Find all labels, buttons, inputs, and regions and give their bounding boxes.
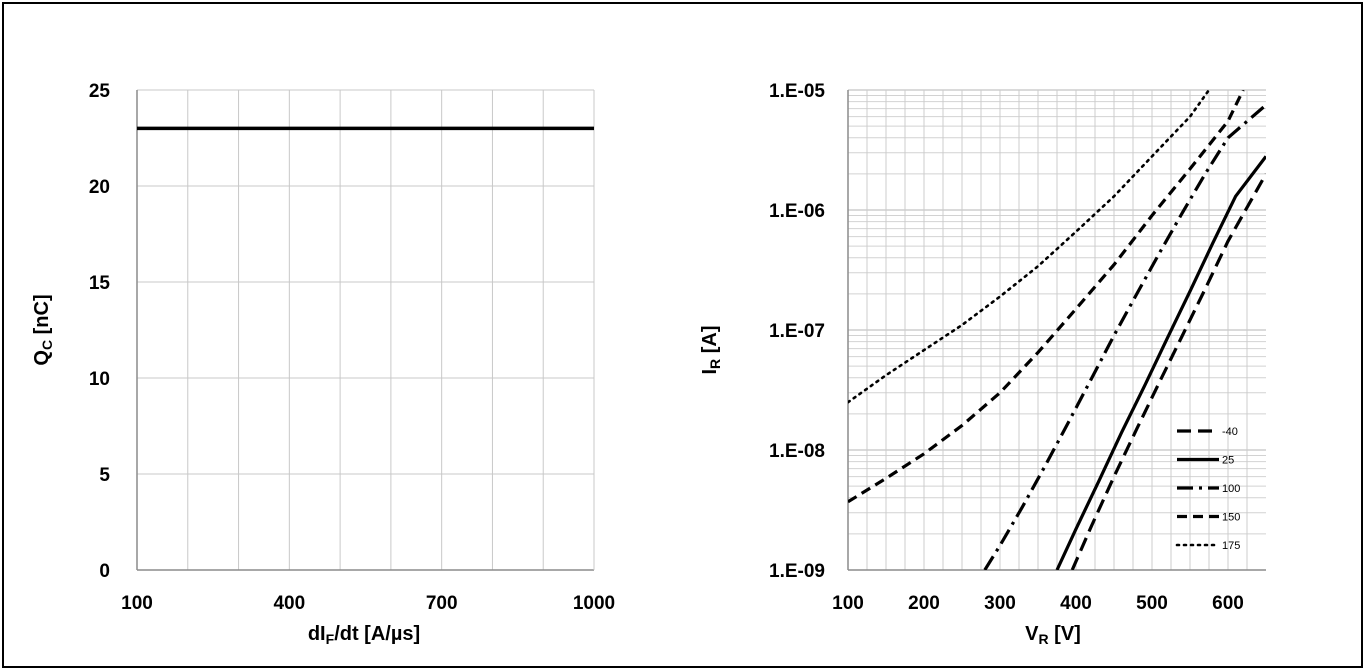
ir-y-tick-label: 1.E-08	[769, 441, 825, 462]
ir-legend-label: 100	[1222, 483, 1240, 495]
qc-x-tick-label: 1000	[573, 593, 615, 614]
ir-legend-label: 150	[1222, 512, 1240, 524]
ir-x-tick-label: 200	[908, 593, 940, 614]
qc-chart-grid	[137, 89, 594, 570]
ir-legend-label: -40	[1222, 426, 1238, 438]
ir-y-axis-label: IR [A]	[699, 325, 723, 374]
ir-chart-series	[848, 90, 1266, 570]
qc-y-tick-label: 5	[99, 465, 110, 486]
ir-series-line	[848, 90, 1245, 504]
ir-legend-label: 175	[1222, 540, 1240, 552]
qc-y-tick-label: 25	[89, 81, 111, 102]
qc-y-tick-label: 0	[99, 561, 110, 582]
ir-y-tick-label: 1.E-07	[769, 321, 825, 342]
ir-legend-label: 25	[1222, 455, 1234, 467]
qc-y-tick-label: 20	[89, 177, 110, 198]
ir-y-tick-label: 1.E-06	[769, 201, 825, 222]
ir-chart-grid	[848, 89, 1266, 570]
qc-y-axis-label: QC [nC]	[31, 294, 55, 365]
ir-x-axis-label: VR [V]	[1025, 623, 1081, 647]
ir-x-tick-label: 100	[832, 593, 864, 614]
ir-series-line	[848, 90, 1211, 404]
ir-series-line	[1055, 155, 1266, 570]
ir-chart-legend: -40 25 100 150 175	[1175, 426, 1240, 552]
qc-x-axis-label: dIF/dt [A/µs]	[308, 623, 420, 647]
qc-chart-plot-area	[136, 90, 595, 571]
ir-x-tick-label: 500	[1136, 593, 1168, 614]
ir-x-tick-label: 400	[1060, 593, 1092, 614]
qc-chart-ticks: 100 400 700 1000 0 5 10 15 20 25	[89, 81, 615, 614]
qc-y-tick-label: 15	[89, 273, 111, 294]
qc-y-tick-label: 10	[89, 369, 110, 390]
ir-series-line	[983, 103, 1266, 570]
ir-series-line	[1070, 173, 1266, 570]
ir-x-tick-label: 300	[984, 593, 1016, 614]
qc-x-tick-label: 700	[426, 593, 458, 614]
qc-x-tick-label: 400	[273, 593, 305, 614]
ir-x-tick-label: 600	[1212, 593, 1244, 614]
ir-chart-ticks: 100 200 300 400 500 600 1.E-09 1.E-08 1.E-07 1.E-…	[769, 81, 1244, 614]
qc-x-tick-label: 100	[121, 593, 153, 614]
ir-y-tick-label: 1.E-09	[769, 561, 825, 582]
ir-y-tick-label: 1.E-05	[769, 81, 825, 102]
